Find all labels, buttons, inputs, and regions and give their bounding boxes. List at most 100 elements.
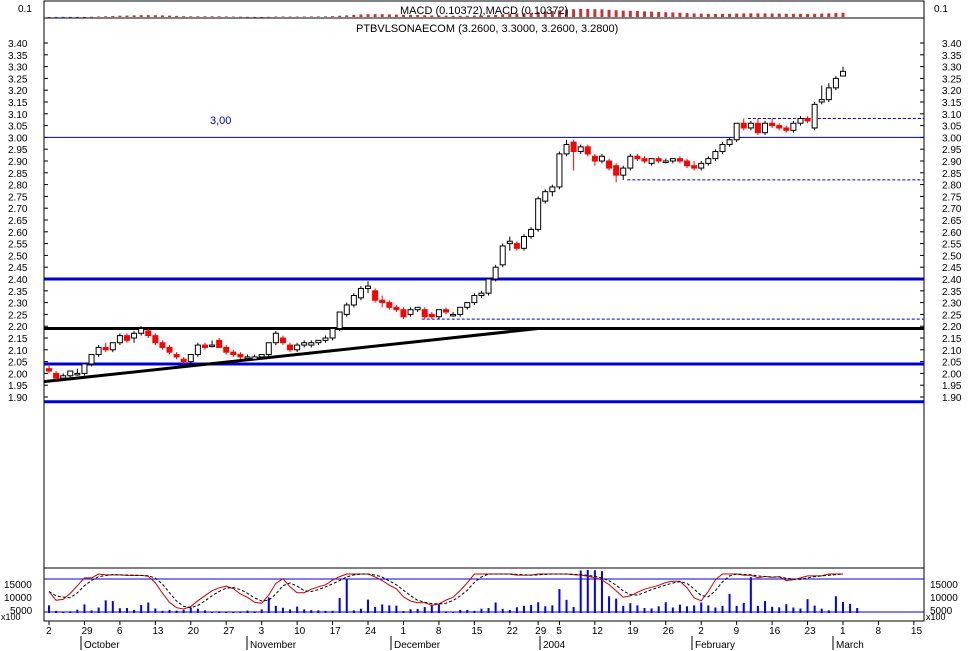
candle-down <box>740 122 747 129</box>
candle-down <box>684 160 691 167</box>
volume-bar <box>756 605 759 613</box>
candle-up <box>407 309 414 315</box>
macd-bar <box>125 15 129 17</box>
y-tick-right: 2.90 <box>942 157 962 168</box>
candle-up <box>747 122 754 129</box>
macd-bar <box>352 14 356 17</box>
candle-up <box>542 191 549 202</box>
candle-down <box>287 344 294 351</box>
macd-bar <box>508 13 512 17</box>
volume-bar <box>83 604 86 613</box>
volume-bar <box>629 603 632 613</box>
volume-bar <box>459 609 462 613</box>
volume-bar <box>352 610 355 613</box>
macd-bar <box>678 12 682 17</box>
volume-bar <box>544 606 547 613</box>
volume-bar <box>487 607 490 613</box>
candle-down <box>230 351 237 356</box>
candle-up <box>60 375 67 379</box>
chart-frame <box>43 0 925 622</box>
macd-bar <box>132 15 136 17</box>
candle-down <box>443 309 449 313</box>
candle-up <box>95 346 102 356</box>
macd-bar <box>295 16 299 18</box>
macd-histogram <box>47 9 845 18</box>
candle-down <box>46 368 52 372</box>
macd-bar <box>522 13 526 17</box>
candle-up <box>506 240 513 245</box>
volume-bar <box>579 570 582 613</box>
candle-up <box>499 245 506 266</box>
volume-bar <box>175 610 178 613</box>
candle-up <box>109 342 116 351</box>
macd-bar <box>175 15 179 17</box>
volume-panel: 15000 10000 5000 15000 10000 5000 x100 x… <box>1 570 958 622</box>
candle-up <box>762 122 769 134</box>
macd-bar <box>827 13 831 17</box>
y-tick-right: 3.00 <box>942 133 962 144</box>
macd-bar <box>515 13 519 17</box>
candle-up <box>209 344 216 348</box>
y-tick-left: 3.00 <box>8 133 28 144</box>
volume-bar <box>530 604 533 613</box>
y-tick-left: 2.05 <box>8 358 28 369</box>
macd-bar <box>699 13 703 17</box>
candle-down <box>769 122 776 127</box>
macd-bar <box>529 12 533 17</box>
y-tick-right: 2.80 <box>942 181 962 192</box>
y-tick-left: 2.65 <box>8 216 28 227</box>
y-tick-right: 2.55 <box>942 240 962 251</box>
macd-bar <box>607 9 611 17</box>
candle-down <box>237 354 244 358</box>
volume-bar <box>416 608 419 613</box>
y-tick-left: 3.10 <box>8 110 28 121</box>
candle-up <box>492 266 499 280</box>
candle-up <box>719 143 726 153</box>
y-tick-right: 2.05 <box>942 358 962 369</box>
x-day-label: 9 <box>734 626 740 637</box>
candle-up <box>343 304 350 315</box>
volume-bar <box>558 589 561 613</box>
macd-bar <box>784 13 788 17</box>
y-tick-right: 2.15 <box>942 334 962 345</box>
candle-up <box>81 363 88 374</box>
candle-down <box>145 330 152 337</box>
x-day-label: 10 <box>294 626 306 637</box>
macd-bar <box>720 13 724 17</box>
macd-bar <box>203 16 207 17</box>
macd-bar <box>345 15 349 17</box>
candle-up <box>811 103 818 129</box>
macd-bar <box>210 16 214 17</box>
price-title: PTBVLSONAECOM (3.2600, 3.3000, 3.2600, 3… <box>356 23 618 35</box>
candle-up <box>726 139 733 145</box>
macd-bar <box>338 15 342 17</box>
y-tick-left: 2.95 <box>8 145 28 156</box>
volume-bar <box>664 602 667 613</box>
macd-bar <box>494 14 498 17</box>
macd-bar <box>118 15 122 17</box>
macd-bar <box>820 13 824 17</box>
volume-bar <box>657 606 660 613</box>
volume-bar <box>125 607 128 613</box>
volume-bar <box>842 602 844 613</box>
volume-bar <box>289 609 292 613</box>
macd-bar <box>260 16 264 18</box>
volume-bar <box>735 605 738 613</box>
volume-bar <box>452 611 455 613</box>
volume-bar <box>522 605 525 613</box>
macd-bar <box>735 13 739 17</box>
macd-bar <box>139 15 143 17</box>
volume-bar <box>232 612 235 613</box>
candle-up <box>528 228 535 238</box>
macd-bar <box>550 11 554 17</box>
y-tick-left: 2.80 <box>8 181 28 192</box>
y-tick-right: 1.90 <box>942 393 962 404</box>
volume-bar <box>133 609 136 613</box>
y-tick-right: 2.10 <box>942 346 962 357</box>
y-tick-right: 2.60 <box>942 228 962 239</box>
x-day-label: 29 <box>535 626 547 637</box>
volume-bar <box>600 571 603 613</box>
candle-up <box>832 77 839 89</box>
volume-bar <box>367 599 370 613</box>
candle-down <box>166 346 173 353</box>
